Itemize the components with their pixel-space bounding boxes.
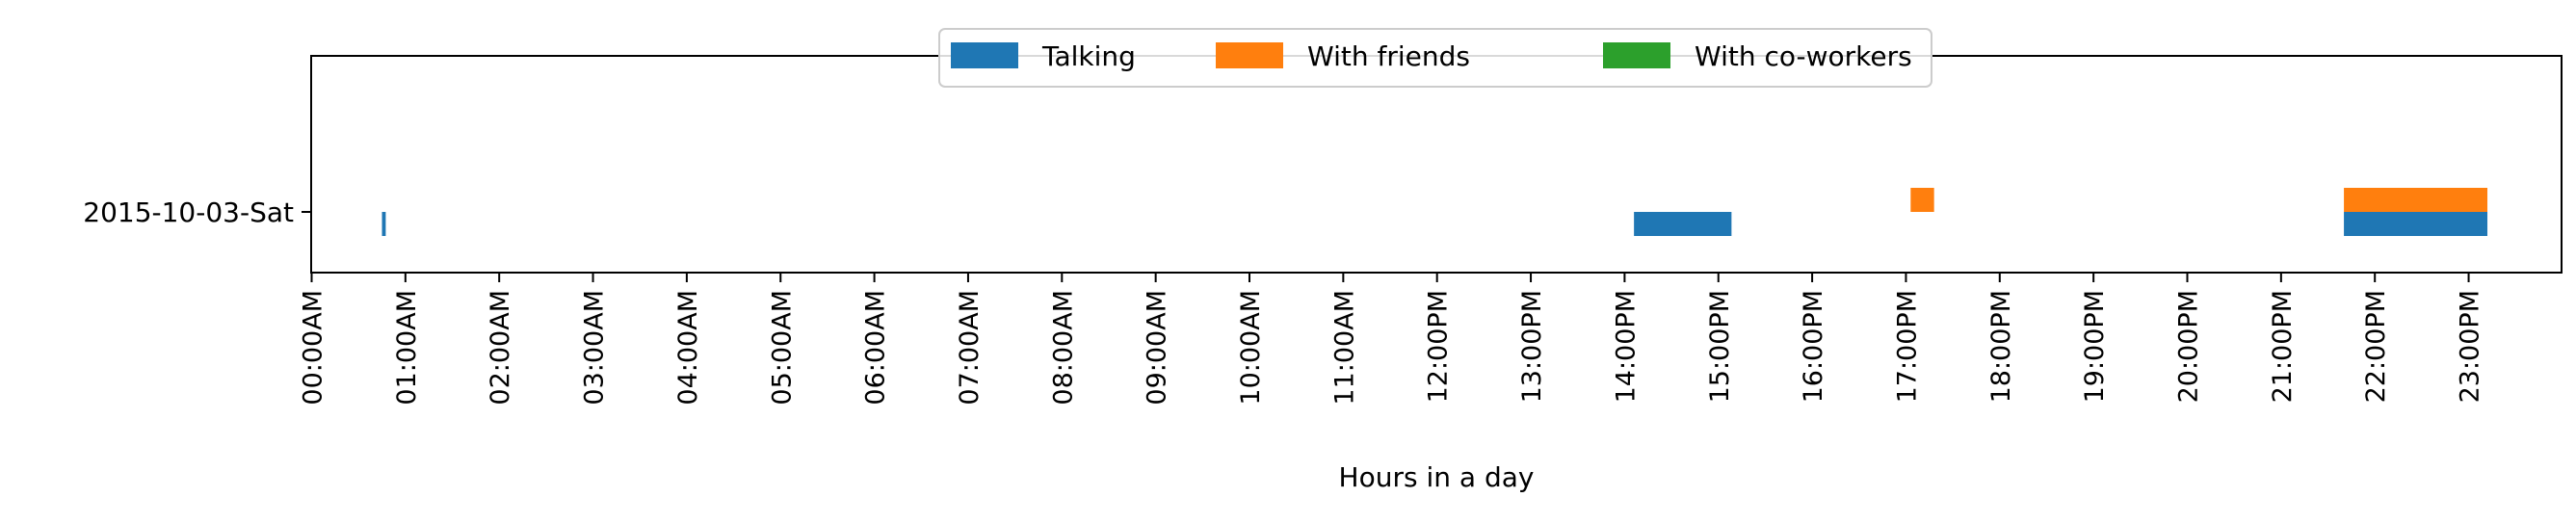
legend-label: With co-workers	[1695, 40, 1912, 72]
bar-talking-2	[2344, 212, 2488, 236]
x-axis-label: Hours in a day	[1339, 461, 1535, 493]
x-tick-label: 00:00AM	[299, 290, 329, 406]
x-tick-label: 18:00PM	[1986, 290, 2016, 403]
y-axis: 2015-10-03-Sat	[83, 196, 311, 228]
x-tick-label: 14:00PM	[1611, 290, 1641, 403]
x-tick-label: 23:00PM	[2456, 290, 2485, 403]
x-tick-label: 20:00PM	[2174, 290, 2204, 403]
x-tick-label: 11:00AM	[1329, 290, 1359, 406]
x-tick-label: 12:00PM	[1424, 290, 1454, 403]
legend: Talking With friends With co-workers	[938, 28, 1932, 88]
x-axis: 00:00AM 01:00AM 02:00AM 03:00AM 04:00AM 05:00…	[299, 273, 2485, 406]
x-tick-label: 13:00PM	[1517, 290, 1547, 403]
x-tick-label: 10:00AM	[1236, 290, 1266, 406]
x-tick-label: 05:00AM	[767, 290, 797, 406]
legend-swatch	[1216, 42, 1283, 68]
x-tick-label: 07:00AM	[955, 290, 985, 406]
legend-swatch	[951, 42, 1018, 68]
x-tick-label: 16:00PM	[1799, 290, 1828, 403]
x-tick-label: 21:00PM	[2268, 290, 2298, 403]
legend-label: Talking	[1041, 40, 1136, 72]
x-tick-label: 19:00PM	[2080, 290, 2110, 403]
bars-layer	[381, 188, 2488, 236]
x-tick-label: 03:00AM	[580, 290, 610, 406]
x-tick-label: 02:00AM	[486, 290, 515, 406]
x-tick-label: 01:00AM	[392, 290, 422, 406]
x-tick-label: 15:00PM	[1705, 290, 1735, 403]
legend-swatch	[1603, 42, 1670, 68]
x-tick-label: 17:00PM	[1892, 290, 1922, 403]
legend-box	[938, 28, 1932, 88]
bar-with-friends-0	[1910, 188, 1934, 212]
y-tick-label: 2015-10-03-Sat	[83, 196, 294, 228]
x-tick-label: 06:00AM	[861, 290, 891, 406]
plot-frame	[310, 55, 2563, 274]
bar-talking-1	[1634, 212, 1732, 236]
x-tick-label: 22:00PM	[2361, 290, 2391, 403]
x-tick-label: 04:00AM	[673, 290, 703, 406]
x-tick-label: 09:00AM	[1143, 290, 1172, 406]
bar-talking-0	[381, 212, 386, 236]
bar-with-friends-1	[2344, 188, 2488, 212]
legend-label: With friends	[1307, 40, 1470, 72]
x-tick-label: 08:00AM	[1048, 290, 1078, 406]
